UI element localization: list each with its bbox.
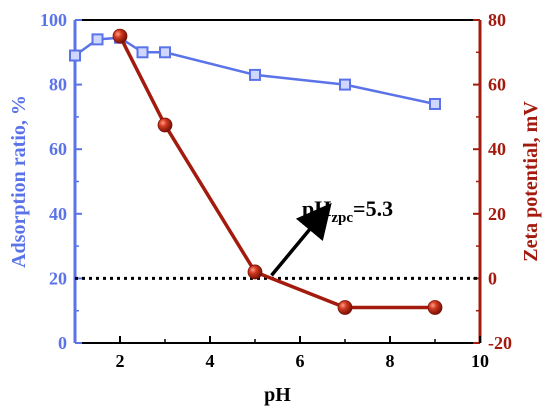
- left-axis-title: Adsorption ratio, %: [8, 95, 30, 268]
- right-tick-label: 0: [488, 268, 497, 288]
- adsorption-data-point: [91, 33, 104, 46]
- left-tick-label: 40: [49, 204, 67, 224]
- adsorption-data-point: [159, 46, 171, 59]
- x-tick-label: 4: [206, 351, 215, 371]
- x-tick-label: 8: [386, 351, 395, 371]
- right-tick-label: 60: [488, 75, 506, 95]
- annotation-base: pH: [302, 196, 331, 221]
- zeta-data-point: [157, 117, 173, 133]
- adsorption-data-point: [339, 78, 351, 91]
- right-tick-label: 40: [488, 139, 506, 159]
- adsorption-data-point: [136, 46, 149, 59]
- zeta-data-point: [247, 264, 263, 280]
- zeta-data-point: [112, 28, 128, 44]
- left-tick-label: 0: [58, 333, 67, 353]
- right-tick-label: 80: [488, 10, 506, 30]
- zeta-data-point: [337, 300, 353, 315]
- left-tick-label: 60: [49, 139, 67, 159]
- x-tick-label: 10: [471, 351, 489, 371]
- adsorption-data-point: [69, 49, 81, 62]
- left-tick-label: 100: [40, 10, 67, 30]
- x-tick-label: 6: [296, 351, 305, 371]
- adsorption-data-point: [429, 97, 441, 110]
- right-tick-label: 20: [488, 204, 506, 224]
- x-axis-title: pH: [264, 384, 291, 406]
- left-tick-label: 20: [49, 268, 67, 288]
- annotation-text: pHzpc=5.3: [302, 196, 393, 226]
- annotation-arrow: [270, 202, 332, 277]
- right-tick-label: -20: [488, 333, 512, 353]
- right-axis-title: Zeta potential, mV: [520, 101, 542, 262]
- annotation-value: =5.3: [353, 196, 393, 221]
- x-tick-label: 2: [116, 351, 125, 371]
- left-tick-label: 80: [49, 75, 67, 95]
- annotation-subscript: zpc: [331, 210, 353, 226]
- zeta-data-point: [427, 300, 443, 315]
- adsorption-data-point: [249, 68, 261, 81]
